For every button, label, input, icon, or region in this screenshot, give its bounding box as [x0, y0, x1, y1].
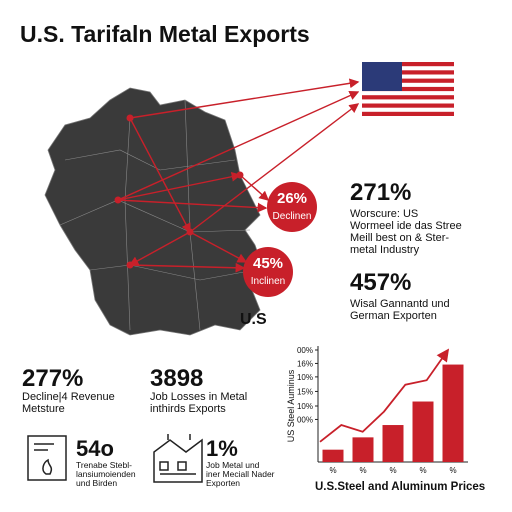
bar [322, 449, 344, 462]
arrows [117, 78, 360, 273]
stat-text: Wormeel ide das Stree [350, 220, 462, 232]
map-label: U.S [240, 311, 267, 328]
stat-text: Metsture [22, 403, 65, 415]
stat-text: Worscure: US [350, 208, 418, 220]
stat-value: 457% [350, 269, 411, 296]
stat-text: und Birden [76, 478, 117, 488]
callout-value: 45% [253, 255, 283, 272]
chart-title: U.S.Steel and Aluminum Prices [315, 481, 485, 493]
stat-text: Decline|4 Revenue [22, 391, 115, 403]
y-tick-label: 10% [297, 373, 313, 382]
x-tick-label: % [389, 466, 396, 475]
callout: 45% Inclinen [243, 247, 293, 297]
callout-value: 26% [277, 190, 307, 207]
x-tick-label: % [359, 466, 366, 475]
bar [382, 425, 404, 462]
germany-map [44, 87, 263, 336]
icon-box [27, 435, 67, 481]
stat-text: iner Meciall Nader [206, 469, 275, 479]
stat-text: Trenabe Stebl- [76, 460, 132, 470]
x-tick-label: % [329, 466, 336, 475]
stat-text: German Exporten [350, 310, 437, 322]
stat-text: inthirds Exports [150, 403, 226, 415]
map-nodes [114, 114, 244, 269]
chart: 00%10%15%10%16%00%US Steel Auminus%%%% %U… [286, 346, 485, 493]
y-tick-label: 15% [297, 387, 313, 396]
y-tick-label: 10% [297, 402, 313, 411]
y-tick-label: 16% [297, 359, 313, 368]
stat-value: 1% [206, 436, 238, 461]
stat-text: Job Losses in Metal [150, 391, 247, 403]
title: U.S. Tarifaln Metal Exports [20, 21, 310, 47]
stat-value: 3898 [150, 365, 203, 392]
stat-text: metal Industry [350, 244, 420, 256]
stat-text: Wisal Gannantd und [350, 298, 450, 310]
factory-icon [153, 434, 203, 483]
stat-value: 271% [350, 179, 411, 206]
stat-value: 277% [22, 365, 83, 392]
y-tick-label: 00% [297, 415, 313, 424]
y-axis-label: US Steel Auminus [286, 369, 296, 442]
y-tick-label: 00% [297, 346, 313, 355]
x-tick-label: % [419, 466, 426, 475]
bar [412, 401, 434, 462]
stat-text: Meill best on & Ster- [350, 232, 449, 244]
bar [442, 364, 464, 462]
callout-label: Declinen [273, 211, 312, 222]
bar [352, 437, 374, 462]
trend-line [319, 348, 450, 443]
callout: 26% Declinen [267, 182, 317, 232]
stat-text: Job Metal und [206, 460, 260, 470]
callout-label: Inclinen [251, 276, 285, 287]
us-flag [362, 62, 454, 116]
x-tick-label: % [449, 466, 456, 475]
stat-text: Exporten [206, 478, 240, 488]
stat-text: lansiumoienden [76, 469, 136, 479]
stat-value: 54o [76, 436, 114, 461]
